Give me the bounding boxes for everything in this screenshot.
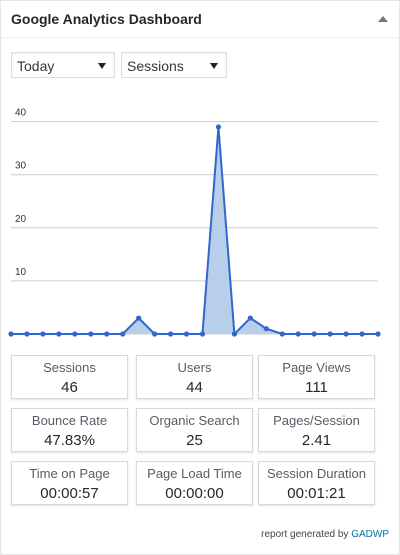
y-tick-label: 40: [15, 108, 27, 119]
data-point: [152, 331, 158, 337]
data-point: [343, 331, 349, 337]
stat-value: 00:01:21: [287, 485, 346, 502]
data-point: [231, 331, 237, 337]
data-point: [136, 315, 142, 321]
stat-label: Organic Search: [149, 413, 240, 428]
stat-label: Pages/Session: [273, 413, 360, 428]
stat-label: Session Duration: [267, 466, 366, 481]
data-point: [199, 331, 206, 337]
stat-time-on-page: Time on Page 00:00:57: [11, 461, 128, 505]
data-point: [359, 331, 365, 337]
stat-label: Page Views: [282, 360, 351, 375]
data-point: [327, 331, 333, 337]
stat-value: 111: [305, 379, 328, 396]
stat-label: Time on Page: [29, 466, 110, 481]
sessions-chart: 10 20 30 40: [1, 96, 399, 346]
stat-pages-per-session: Pages/Session 2.41: [258, 408, 375, 452]
report-footer: report generated by GADWP: [261, 529, 389, 540]
data-point: [56, 331, 62, 337]
stat-page-views: Page Views 111: [258, 355, 375, 399]
stat-value: 44: [186, 379, 203, 396]
period-select[interactable]: Today: [11, 52, 115, 78]
data-point: [40, 331, 46, 337]
stat-value: 47.83%: [44, 432, 95, 449]
data-point: [167, 331, 174, 337]
data-point: [375, 331, 381, 337]
stat-session-duration: Session Duration 00:01:21: [258, 461, 375, 505]
stat-label: Page Load Time: [147, 466, 242, 481]
metric-select-value: Sessions: [127, 58, 184, 74]
data-point: [279, 331, 285, 337]
y-tick-label: 10: [15, 267, 27, 278]
data-point: [183, 331, 190, 337]
collapse-toggle-icon[interactable]: [373, 9, 393, 29]
stat-value: 00:00:00: [165, 485, 224, 502]
chart-svg: 10 20 30 40: [8, 108, 381, 337]
data-point: [215, 124, 222, 130]
stat-sessions: Sessions 46: [11, 355, 128, 399]
widget-title: Google Analytics Dashboard: [11, 11, 202, 27]
data-point: [104, 331, 110, 337]
data-point: [311, 331, 317, 337]
stat-users: Users 44: [136, 355, 253, 399]
metric-select[interactable]: Sessions: [121, 52, 227, 78]
stat-value: 46: [61, 379, 78, 396]
data-point: [88, 331, 94, 337]
y-tick-label: 30: [15, 161, 27, 172]
y-tick-label: 20: [15, 214, 27, 225]
gadwp-link[interactable]: GADWP: [351, 529, 389, 540]
data-point: [8, 331, 14, 337]
period-select-value: Today: [17, 58, 55, 74]
stat-value: 00:00:57: [40, 485, 99, 502]
data-point: [295, 331, 301, 337]
data-point: [120, 331, 126, 337]
chevron-down-icon: [210, 63, 218, 69]
chevron-down-icon: [98, 63, 106, 69]
stat-label: Sessions: [43, 360, 96, 375]
widget-header: Google Analytics Dashboard: [1, 1, 399, 38]
footer-text: report generated by: [261, 529, 349, 540]
data-point: [72, 331, 78, 337]
series-area: [11, 126, 378, 334]
stat-label: Bounce Rate: [31, 413, 108, 428]
stat-bounce-rate: Bounce Rate 47.83%: [11, 408, 128, 452]
series-line: [11, 126, 378, 337]
stat-value: 2.41: [301, 432, 332, 449]
stat-organic-search: Organic Search 25: [136, 408, 253, 452]
data-point: [24, 331, 30, 337]
data-point: [263, 326, 269, 332]
data-point: [247, 315, 253, 321]
stat-value: 25: [186, 432, 203, 449]
stat-page-load-time: Page Load Time 00:00:00: [136, 461, 253, 505]
stat-label: Users: [177, 360, 212, 375]
